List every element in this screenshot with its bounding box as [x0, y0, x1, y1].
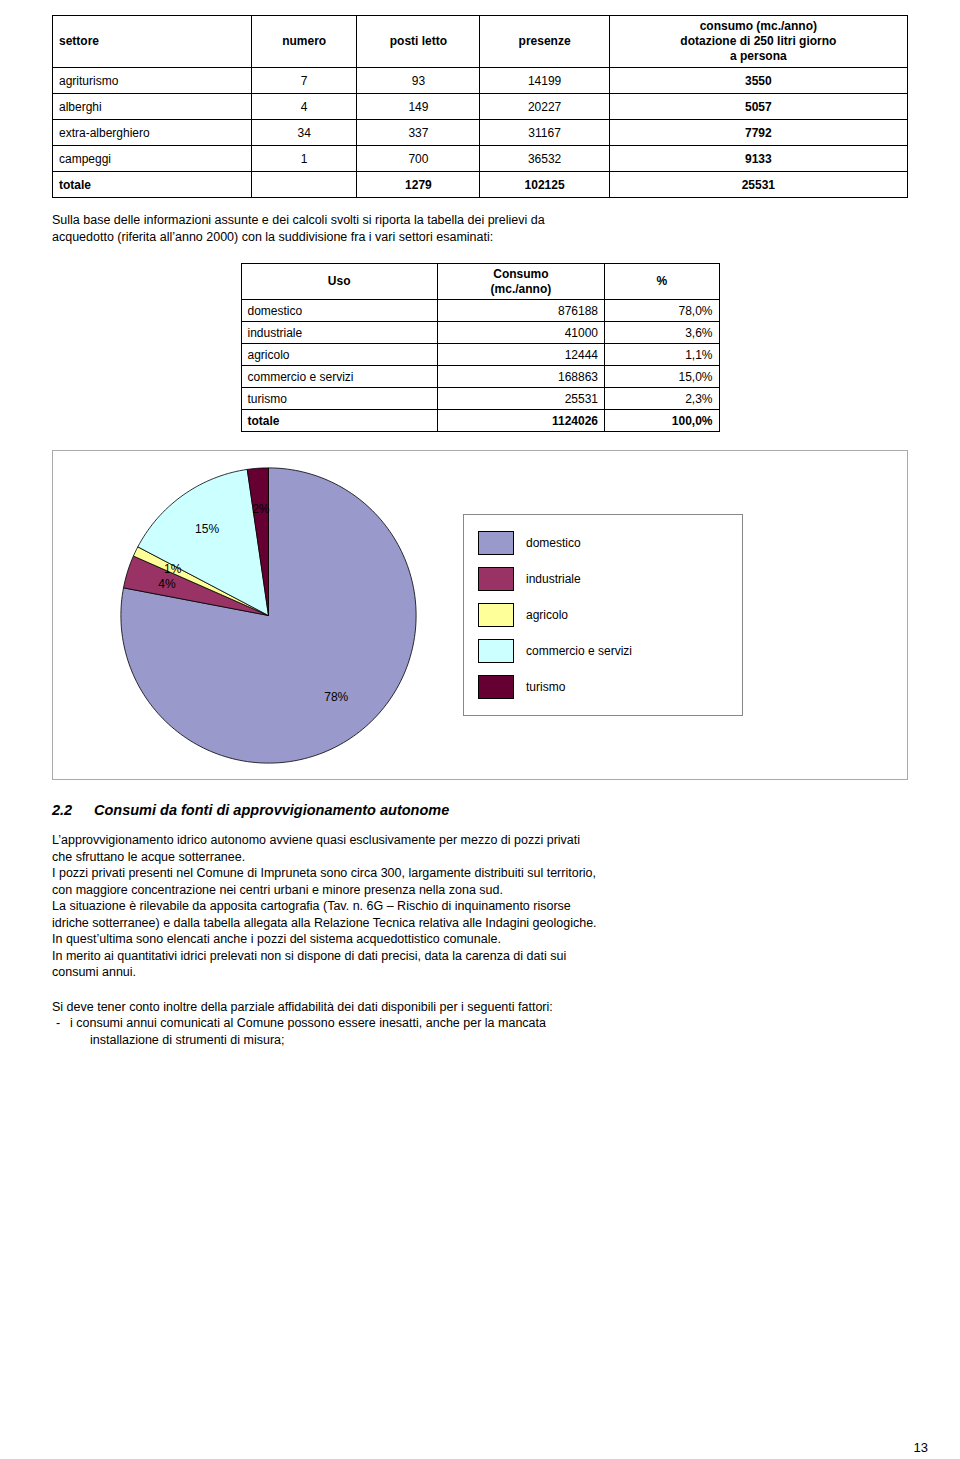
svg-text:1%: 1%: [164, 562, 182, 576]
html-text:36532: 36532: [527, 151, 562, 166]
html-text:che sfruttano le acque sotterr: che sfruttano le acque sotterranee.: [52, 849, 246, 864]
html-text:totale: totale: [247, 413, 280, 428]
html-text:totale: totale: [59, 177, 91, 192]
html-text:15,0%: 15,0%: [678, 369, 713, 384]
html-text:numero: numero: [282, 34, 327, 48]
html-text:domestico: domestico: [526, 536, 581, 550]
html-text:3550: 3550: [745, 73, 772, 88]
svg-text:4%: 4%: [158, 577, 176, 591]
html-text:consumi annui.: consumi annui.: [52, 965, 137, 979]
html-text:con maggiore concentrazione ne: con maggiore concentrazione nei centri u…: [52, 882, 503, 897]
html-text:industriale: industriale: [526, 572, 581, 586]
html-text:102125: 102125: [524, 177, 565, 192]
html-text:In merito ai quantitativi idri: In merito ai quantitativi idrici preleva…: [52, 948, 567, 963]
svg-text:15%: 15%: [195, 522, 219, 536]
html-text:25531: 25531: [564, 391, 598, 406]
html-text:7792: 7792: [745, 125, 772, 140]
html-text:25531: 25531: [741, 177, 775, 192]
html-text:4: 4: [300, 99, 308, 114]
html-text:876188: 876188: [558, 303, 598, 318]
html-text:93: 93: [411, 73, 426, 88]
html-text:agriturismo: agriturismo: [59, 73, 119, 88]
html-text:La situazione è rilevabile da: La situazione è rilevabile da apposita c…: [52, 899, 571, 913]
html-text:3,6%: 3,6%: [685, 325, 713, 340]
html-text:13: 13: [913, 1440, 928, 1455]
html-text:commercio e servizi: commercio e servizi: [526, 644, 632, 658]
html-text:In quest’ultima sono elencati: In quest’ultima sono elencati anche i po…: [52, 932, 501, 946]
html-text:7: 7: [300, 73, 308, 88]
html-text:31167: 31167: [528, 125, 561, 140]
html-text:20227: 20227: [527, 99, 562, 114]
html-text:turismo: turismo: [247, 391, 287, 406]
html-text:i consumi annui comunicati al: i consumi annui comunicati al Comune pos…: [70, 1016, 546, 1030]
html-text:Si deve tener conto inoltre de: Si deve tener conto inoltre della parzia…: [52, 999, 553, 1014]
html-text:Consumo (mc./anno): Consumo (mc./anno): [490, 266, 552, 296]
html-text:posti letto: posti letto: [389, 34, 448, 48]
html-text:extra-alberghiero: extra-alberghiero: [59, 125, 150, 140]
html-text:2.2: 2.2: [52, 802, 73, 818]
html-text:L’approvvigionamento idrico au: L’approvvigionamento idrico autonomo avv…: [52, 833, 581, 847]
html-text:campeggi: campeggi: [59, 151, 111, 166]
html-text:Sulla base delle informazioni: Sulla base delle informazioni assunte e …: [52, 213, 545, 227]
svg-text:2%: 2%: [252, 502, 270, 516]
html-text:turismo: turismo: [526, 680, 566, 694]
html-text:41000: 41000: [564, 325, 598, 340]
html-text:168863: 168863: [558, 369, 598, 384]
html-text:alberghi: alberghi: [59, 99, 102, 114]
html-text:Consumi da fonti di approvvigi: Consumi da fonti di approvvigionamento a…: [94, 802, 450, 818]
html-text:Uso: Uso: [327, 274, 351, 288]
html-text:700: 700: [408, 151, 429, 166]
html-text:34: 34: [297, 125, 311, 140]
html-text:100,0%: 100,0%: [671, 413, 713, 428]
html-text:1: 1: [300, 151, 308, 166]
html-text:presenze: presenze: [518, 34, 571, 48]
html-text:1,1%: 1,1%: [685, 347, 713, 362]
html-text:installazione di strumenti di: installazione di strumenti di misura;: [90, 1032, 285, 1047]
html-text:consumo (mc./anno) dotazione d: consumo (mc./anno) dotazione di 250 litr…: [680, 19, 837, 63]
html-text:337: 337: [408, 125, 429, 140]
html-text:149: 149: [408, 99, 429, 114]
html-text:industriale: industriale: [247, 325, 303, 340]
html-text:idriche sotterranee) e dalla t: idriche sotterranee) e dalla tabella all…: [52, 915, 597, 930]
html-text:78,0%: 78,0%: [678, 303, 713, 318]
html-text:I pozzi privati presenti nel C: I pozzi privati presenti nel Comune di I…: [52, 866, 596, 880]
html-text:9133: 9133: [745, 151, 772, 166]
html-text:agricolo: agricolo: [526, 608, 568, 622]
html-text:2,3%: 2,3%: [685, 391, 713, 406]
html-text:acquedotto (riferita all’anno: acquedotto (riferita all’anno 2000) con …: [52, 229, 494, 244]
svg-text:78%: 78%: [324, 690, 348, 704]
html-text:settore: settore: [59, 34, 99, 48]
html-text:12444: 12444: [564, 347, 598, 362]
html-text:agricolo: agricolo: [247, 347, 290, 362]
html-text:5057: 5057: [745, 99, 772, 114]
html-text:14199: 14199: [527, 73, 562, 88]
html-text:1279: 1279: [405, 177, 432, 192]
html-text:1124026: 1124026: [552, 413, 598, 428]
html-text:domestico: domestico: [247, 303, 303, 318]
html-text:commercio e servizi: commercio e servizi: [247, 369, 354, 384]
